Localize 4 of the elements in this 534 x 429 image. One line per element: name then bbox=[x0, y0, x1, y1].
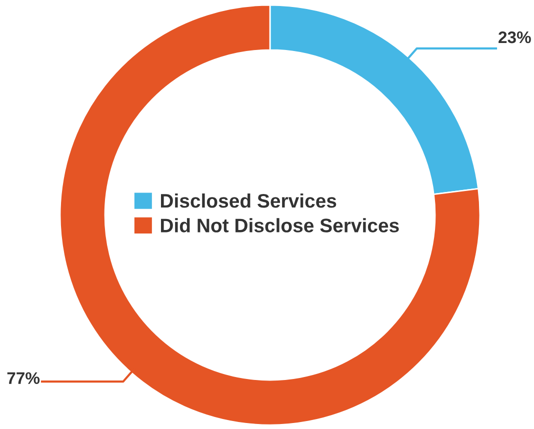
data-label: 23% bbox=[498, 31, 531, 44]
data-label: 77% bbox=[7, 372, 40, 384]
legend-label: Disclosed Services bbox=[160, 193, 336, 208]
legend-label: Did Not Disclose Services bbox=[160, 218, 399, 232]
